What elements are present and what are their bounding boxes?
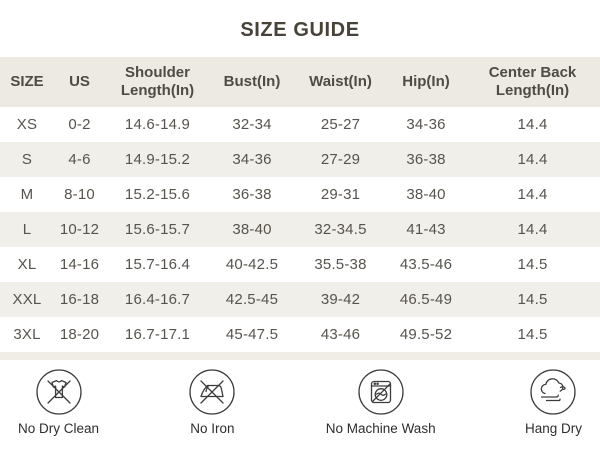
size-cell: XS bbox=[16, 116, 38, 133]
table-cell: 43-46 bbox=[320, 326, 361, 343]
table-cell: 16.7-17.1 bbox=[124, 326, 191, 343]
table-row: M 8-10 15.2-15.6 36-38 29-31 38-40 14.4 bbox=[0, 177, 600, 212]
table-cell: 46.5-49 bbox=[387, 282, 465, 317]
table-cell: 8-10 bbox=[64, 186, 95, 203]
hang-dry-icon bbox=[530, 369, 577, 415]
column-header-size: SIZE bbox=[0, 57, 54, 107]
table-row: 3XL 18-20 16.7-17.1 45-47.5 43-46 49.5-5… bbox=[0, 317, 600, 352]
table-row: XXL 16-18 16.4-16.7 42.5-45 39-42 46.5-4… bbox=[0, 282, 600, 317]
table-cell: 0-2 bbox=[68, 116, 91, 133]
care-item-no-machine-wash: No Machine Wash bbox=[326, 368, 436, 436]
table-cell: 36-38 bbox=[232, 186, 272, 203]
no-machine-wash-icon bbox=[358, 369, 404, 415]
column-header-center-back: Center Back Length(In) bbox=[465, 57, 600, 107]
table-row: S 4-6 14.9-15.2 34-36 27-29 36-38 14.4 bbox=[0, 142, 600, 177]
no-dry-clean-icon bbox=[35, 369, 82, 415]
size-cell: 3XL bbox=[13, 326, 41, 343]
table-cell: 14.6-14.9 bbox=[124, 116, 191, 133]
table-cell: 16-18 bbox=[54, 282, 105, 317]
table-cell: 34-36 bbox=[406, 116, 446, 133]
table-cell: 49.5-52 bbox=[399, 326, 453, 343]
table-cell: 14.5 bbox=[465, 282, 600, 317]
care-label: No Dry Clean bbox=[18, 421, 100, 436]
table-cell: 14.4 bbox=[465, 212, 600, 247]
table-cell: 27-29 bbox=[294, 142, 387, 177]
table-cell: 32-34.5 bbox=[294, 212, 387, 247]
size-cell: XXL bbox=[0, 282, 54, 317]
table-cell: 15.6-15.7 bbox=[105, 212, 210, 247]
care-item-no-iron: No Iron bbox=[188, 368, 236, 436]
size-cell: S bbox=[0, 142, 54, 177]
table-cell: 14.5 bbox=[517, 256, 548, 273]
table-cell: 25-27 bbox=[320, 116, 361, 133]
table-cell: 38-40 bbox=[210, 212, 294, 247]
table-cell: 18-20 bbox=[59, 326, 100, 343]
table-cell: 34-36 bbox=[210, 142, 294, 177]
table-cell: 10-12 bbox=[54, 212, 105, 247]
table-cell: 43.5-46 bbox=[399, 256, 453, 273]
table-cell: 42.5-45 bbox=[210, 282, 294, 317]
care-item-hang-dry: Hang Dry bbox=[525, 368, 582, 436]
table-cell: 14-16 bbox=[59, 256, 100, 273]
column-header-bust: Bust(In) bbox=[210, 57, 294, 107]
table-cell: 4-6 bbox=[54, 142, 105, 177]
column-header-us: US bbox=[54, 57, 105, 107]
table-row: XL 14-16 15.7-16.4 40-42.5 35.5-38 43.5-… bbox=[0, 247, 600, 282]
column-header-hip: Hip(In) bbox=[387, 57, 465, 107]
table-cell: 40-42.5 bbox=[225, 256, 279, 273]
table-cell: 41-43 bbox=[387, 212, 465, 247]
size-guide-table: SIZE US Shoulder Length(In) Bust(In) Wai… bbox=[0, 57, 600, 352]
size-cell: L bbox=[0, 212, 54, 247]
table-cell: 14.4 bbox=[465, 142, 600, 177]
table-header-row: SIZE US Shoulder Length(In) Bust(In) Wai… bbox=[0, 57, 600, 107]
size-cell: XL bbox=[17, 256, 37, 273]
care-instructions: No Dry Clean No Iron No Machine Wash bbox=[0, 368, 600, 436]
column-header-shoulder: Shoulder Length(In) bbox=[105, 57, 210, 107]
column-header-waist: Waist(In) bbox=[294, 57, 387, 107]
table-row: L 10-12 15.6-15.7 38-40 32-34.5 41-43 14… bbox=[0, 212, 600, 247]
table-cell: 32-34 bbox=[232, 116, 272, 133]
size-cell: M bbox=[20, 186, 34, 203]
table-row: XS 0-2 14.6-14.9 32-34 25-27 34-36 14.4 bbox=[0, 107, 600, 142]
care-label: Hang Dry bbox=[524, 421, 582, 436]
table-cell: 14.4 bbox=[517, 186, 548, 203]
table-cell: 15.2-15.6 bbox=[124, 186, 191, 203]
table-cell: 14.9-15.2 bbox=[105, 142, 210, 177]
care-item-no-dry-clean: No Dry Clean bbox=[18, 368, 99, 436]
table-cell: 14.4 bbox=[517, 116, 548, 133]
table-cell: 38-40 bbox=[406, 186, 446, 203]
care-label: No Machine Wash bbox=[325, 421, 436, 436]
table-cell: 16.4-16.7 bbox=[105, 282, 210, 317]
table-cell: 45-47.5 bbox=[225, 326, 279, 343]
table-cell: 39-42 bbox=[294, 282, 387, 317]
table-cell: 36-38 bbox=[387, 142, 465, 177]
table-footer-strip bbox=[0, 352, 600, 360]
page-title: SIZE GUIDE bbox=[240, 19, 360, 41]
care-label: No Iron bbox=[190, 421, 235, 436]
table-cell: 29-31 bbox=[320, 186, 361, 203]
table-cell: 15.7-16.4 bbox=[124, 256, 191, 273]
no-iron-icon bbox=[189, 369, 236, 415]
table-cell: 35.5-38 bbox=[314, 256, 367, 273]
table-cell: 14.5 bbox=[517, 326, 548, 343]
